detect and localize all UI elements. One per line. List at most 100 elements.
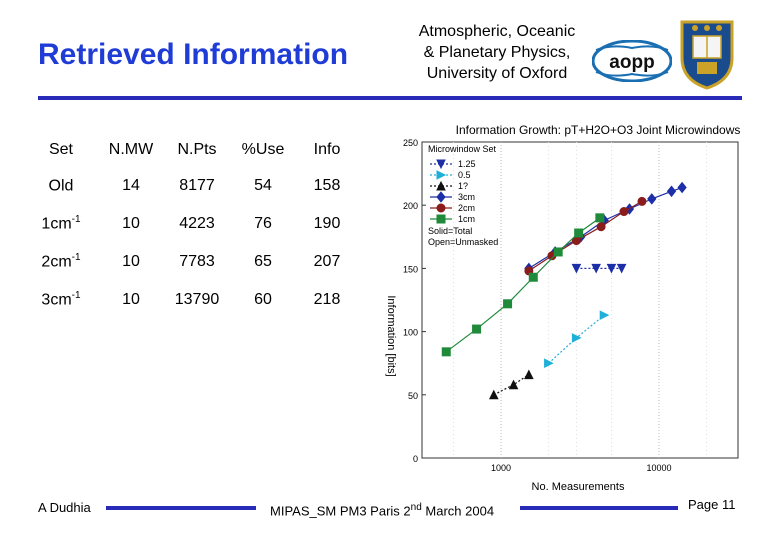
data-point [595, 213, 605, 223]
data-point [574, 228, 584, 238]
set-cell: 3cm-1 [41, 290, 81, 309]
table-row: 3cm-1 10 13790 60 218 [24, 281, 358, 319]
y-tick-label: 250 [403, 138, 418, 148]
legend-label: 0.5 [458, 170, 471, 180]
npts-cell: 8177 [179, 177, 215, 194]
data-point [436, 170, 447, 180]
data-point [472, 324, 482, 334]
data-point [591, 263, 601, 274]
table-header-row: Set N.MW N.Pts %Use Info [24, 133, 358, 167]
nmw-cell: 10 [122, 291, 140, 308]
footer-divider-left [106, 506, 256, 510]
y-tick-label: 50 [408, 391, 418, 401]
y-tick-label: 200 [403, 201, 418, 211]
data-point [553, 247, 563, 257]
nmw-cell: 10 [122, 215, 140, 232]
data-point [436, 180, 446, 191]
data-point [677, 181, 687, 194]
data-point [436, 203, 446, 213]
plot-frame [421, 141, 739, 459]
data-point [571, 333, 582, 343]
legend-note: Open=Unmasked [428, 237, 498, 247]
column-header: N.MW [108, 141, 154, 158]
info-cell: 218 [313, 291, 341, 308]
chart-title: Information Growth: pT+H2O+O3 Joint Micr… [456, 123, 741, 137]
data-point [616, 263, 627, 274]
data-point [528, 272, 538, 282]
npts-cell: 4223 [179, 215, 215, 232]
x-tick-label: 1000 [491, 463, 511, 473]
use-cell: 65 [254, 253, 272, 270]
info-cell: 158 [313, 177, 341, 194]
data-point [503, 299, 513, 309]
institution-name: Atmospheric, Oceanic & Planetary Physics… [392, 21, 602, 84]
x-axis-label: No. Measurements [532, 481, 625, 493]
table-row: Old 14 8177 54 158 [24, 167, 358, 205]
data-point [436, 191, 446, 203]
legend-label: 1cm [458, 214, 475, 224]
nmw-cell: 14 [122, 177, 140, 194]
data-point [666, 185, 677, 198]
table-row: 1cm-1 10 4223 76 190 [24, 205, 358, 243]
data-point [488, 389, 499, 400]
logo-text: aopp [609, 52, 654, 73]
event-name: MIPAS_SM PM3 Paris [270, 503, 400, 519]
use-cell: 76 [254, 215, 272, 232]
data-point [647, 193, 657, 205]
legend-label: 1.25 [458, 159, 476, 169]
author-name: A Dudhia [38, 500, 91, 515]
data-point [596, 222, 606, 232]
y-tick-label: 100 [403, 328, 418, 338]
column-header: Set [48, 141, 73, 158]
x-tick-label: 10000 [646, 463, 671, 473]
legend-title: Microwindow Set [428, 144, 497, 154]
column-header: %Use [241, 141, 285, 158]
data-point [508, 379, 519, 390]
npts-cell: 7783 [179, 253, 215, 270]
y-axis-label: Information [bits] [385, 295, 397, 376]
use-cell: 54 [254, 177, 272, 194]
header-divider [38, 96, 742, 100]
page-title: Retrieved Information [38, 38, 349, 71]
data-point [436, 214, 446, 224]
page-number: Page 11 [688, 497, 736, 512]
column-header: N.Pts [177, 141, 217, 158]
data-point [441, 347, 451, 357]
data-point [524, 369, 534, 380]
event-info: MIPAS_SM PM3 Paris 2nd March 2004 [270, 502, 494, 518]
set-cell: Old [48, 177, 74, 195]
info-table: Set N.MW N.Pts %Use Info Old 14 8177 54 … [24, 133, 358, 319]
data-point [436, 159, 446, 170]
y-tick-label: 150 [403, 264, 418, 274]
info-cell: 207 [313, 253, 341, 270]
legend-label: 1? [458, 181, 468, 191]
data-point [619, 207, 629, 217]
npts-cell: 13790 [174, 291, 220, 308]
aopp-logo: aopp [592, 40, 672, 82]
data-point [637, 196, 647, 206]
use-cell: 60 [254, 291, 272, 308]
data-point [606, 263, 617, 274]
institution-line-1: Atmospheric, Oceanic [418, 23, 576, 40]
column-header: Info [313, 141, 341, 158]
legend-note: Solid=Total [428, 226, 472, 236]
event-day: 2 [403, 503, 411, 519]
data-point [544, 358, 554, 369]
event-date: March 2004 [421, 503, 495, 519]
oxford-crest-icon [680, 20, 734, 90]
set-cell: 2cm-1 [41, 252, 81, 271]
y-tick-label: 0 [413, 454, 418, 464]
institution-line-3: University of Oxford [426, 65, 568, 82]
table-row: 2cm-1 10 7783 65 207 [24, 243, 358, 281]
data-point [599, 310, 610, 320]
info-cell: 190 [313, 215, 341, 232]
legend-label: 2cm [458, 203, 475, 213]
footer-divider-right [520, 506, 678, 510]
event-day-suffix: nd [410, 502, 422, 513]
information-growth-chart: Information Growth: pT+H2O+O3 Joint Micr… [385, 123, 741, 493]
institution-line-2: & Planetary Physics, [423, 44, 571, 61]
data-point [571, 263, 582, 274]
set-cell: 1cm-1 [41, 214, 81, 233]
legend-label: 3cm [458, 192, 475, 202]
nmw-cell: 10 [122, 253, 140, 270]
